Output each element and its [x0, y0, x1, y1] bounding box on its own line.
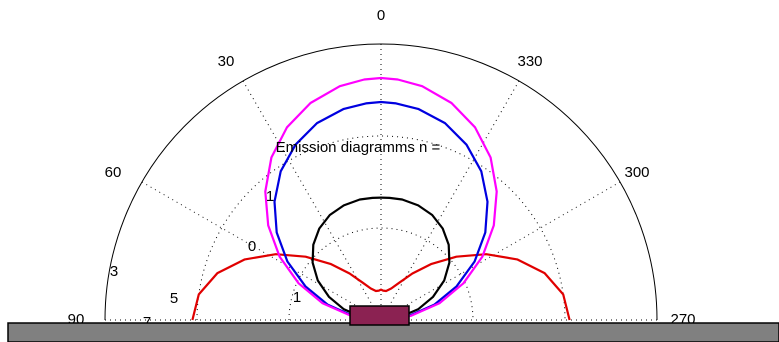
radial-tick-label: 3: [110, 263, 118, 280]
substrate-slab: [7, 322, 779, 342]
series-curve-1: [191, 253, 571, 321]
angle-tick-label: 0: [377, 7, 385, 24]
series-curve-3: [273, 100, 489, 322]
series-curve-4: [264, 76, 498, 322]
angle-tick-label: 300: [624, 164, 649, 181]
angle-tick-label: 60: [105, 164, 122, 181]
angle-tick-label: 330: [517, 53, 542, 70]
chart-title: Emission diagramms n =: [276, 139, 441, 156]
polar-outer-circle: [104, 43, 658, 321]
angular-grid-spoke: [141, 181, 382, 321]
emitter-block: [349, 305, 410, 326]
radial-tick-label: 5: [170, 290, 178, 307]
radial-tick-label: 0: [248, 238, 256, 255]
radial-tick-label: 1: [266, 188, 274, 205]
angle-tick-label: 30: [218, 53, 235, 70]
radial-tick-label: 1: [293, 289, 301, 306]
radial-grid-circle: [196, 135, 566, 321]
angular-grid-spoke: [380, 181, 621, 321]
series-curve-2: [311, 196, 451, 322]
